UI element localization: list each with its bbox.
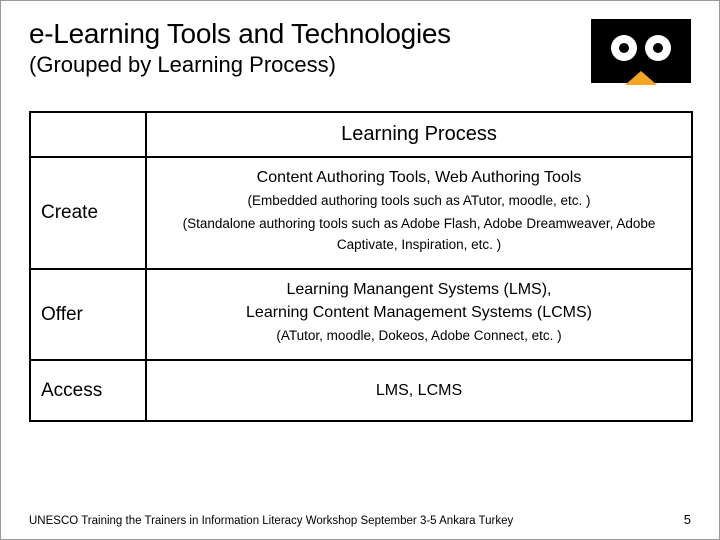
page-number: 5 xyxy=(684,512,691,527)
row-label-create: Create xyxy=(30,157,146,269)
table-row: Offer Learning Manangent Systems (LMS), … xyxy=(30,269,692,360)
table-header-row: Learning Process xyxy=(30,112,692,157)
slide-subtitle: (Grouped by Learning Process) xyxy=(29,52,583,78)
footer: UNESCO Training the Trainers in Informat… xyxy=(29,512,691,527)
cell-line: (ATutor, moodle, Dokeos, Adobe Connect, … xyxy=(157,326,681,347)
cell-line: Learning Content Management Systems (LCM… xyxy=(157,301,681,324)
footer-text: UNESCO Training the Trainers in Informat… xyxy=(29,515,513,527)
cell-line: (Embedded authoring tools such as ATutor… xyxy=(157,191,681,212)
row-label-access: Access xyxy=(30,360,146,421)
table-row: Access LMS, LCMS xyxy=(30,360,692,421)
cell-access: LMS, LCMS xyxy=(146,360,692,421)
cell-line: LMS, LCMS xyxy=(157,379,681,402)
table-corner-cell xyxy=(30,112,146,157)
learning-process-table: Learning Process Create Content Authorin… xyxy=(29,111,693,422)
penguin-logo-icon xyxy=(591,19,691,83)
title-block: e-Learning Tools and Technologies (Group… xyxy=(29,19,583,78)
slide-title: e-Learning Tools and Technologies xyxy=(29,19,583,50)
cell-line: (Standalone authoring tools such as Adob… xyxy=(157,214,681,256)
column-header: Learning Process xyxy=(146,112,692,157)
header: e-Learning Tools and Technologies (Group… xyxy=(29,19,691,83)
row-label-offer: Offer xyxy=(30,269,146,360)
table-row: Create Content Authoring Tools, Web Auth… xyxy=(30,157,692,269)
cell-create: Content Authoring Tools, Web Authoring T… xyxy=(146,157,692,269)
cell-offer: Learning Manangent Systems (LMS), Learni… xyxy=(146,269,692,360)
cell-line: Content Authoring Tools, Web Authoring T… xyxy=(157,166,681,189)
slide-body: e-Learning Tools and Technologies (Group… xyxy=(1,1,719,422)
cell-line: Learning Manangent Systems (LMS), xyxy=(157,278,681,301)
